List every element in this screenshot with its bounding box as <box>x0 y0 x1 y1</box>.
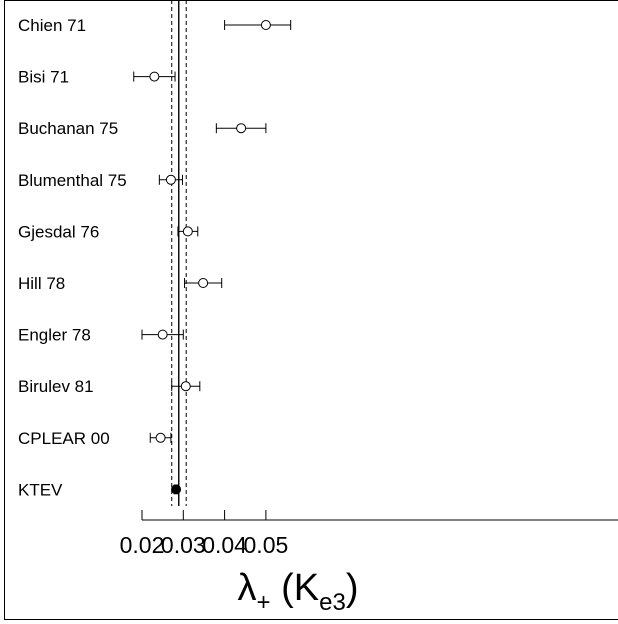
row-label: Gjesdal 76 <box>18 222 99 241</box>
row-label: Buchanan 75 <box>18 119 118 138</box>
x-tick-label: 0.02 <box>120 532 165 558</box>
row-label: CPLEAR 00 <box>18 429 110 448</box>
data-point <box>236 123 247 134</box>
data-point <box>260 20 271 30</box>
data-point-filled <box>171 484 182 495</box>
data-point <box>180 381 191 392</box>
row-label: Chien 71 <box>18 16 86 35</box>
data-point <box>155 432 166 443</box>
plot-frame <box>4 0 618 620</box>
x-tick-label: 0.05 <box>244 532 289 558</box>
data-point <box>198 278 209 288</box>
data-point <box>182 226 193 237</box>
row-label: Hill 78 <box>18 274 65 293</box>
x-axis-label: λ+ (Ke3) <box>238 567 359 616</box>
x-tick-label: 0.03 <box>161 532 206 558</box>
row-label: Bisi 71 <box>18 68 69 87</box>
row-label: Blumenthal 75 <box>18 171 127 190</box>
data-point <box>165 174 176 185</box>
x-tick-label: 0.04 <box>202 532 247 558</box>
row-label: Birulev 81 <box>18 377 94 396</box>
reference-lines <box>171 0 187 506</box>
data-point <box>149 71 160 82</box>
row-label: KTEV <box>18 480 63 499</box>
data-point <box>157 329 168 340</box>
x-axis: 0.020.030.040.05 <box>120 510 618 558</box>
measurement-rows: Chien 71 Bisi 71 Buchanan 75 Blumenthal 75 G… <box>18 16 292 499</box>
row-label: Engler 78 <box>18 326 91 345</box>
